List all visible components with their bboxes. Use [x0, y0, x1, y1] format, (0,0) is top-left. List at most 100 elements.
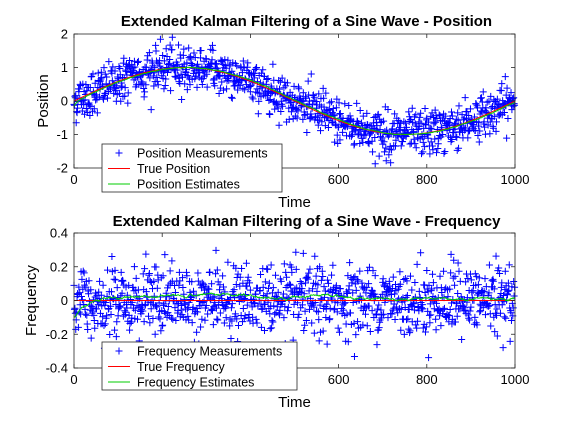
- measurement-point: [100, 321, 108, 329]
- measurement-point: [216, 309, 224, 317]
- measurement-point: [86, 83, 94, 91]
- measurement-point: [267, 261, 275, 269]
- measurement-point: [171, 304, 179, 312]
- measurement-point: [455, 102, 463, 110]
- measurement-point: [321, 122, 329, 130]
- measurement-point: [371, 133, 379, 141]
- measurement-point: [153, 77, 161, 85]
- measurement-point: [261, 326, 269, 334]
- measurement-point: [408, 104, 416, 112]
- measurement-point: [452, 115, 460, 123]
- measurement-point: [496, 270, 504, 278]
- measurement-point: [227, 334, 235, 342]
- measurement-point: [100, 64, 108, 72]
- measurement-point: [274, 288, 282, 296]
- measurement-point: [492, 127, 500, 135]
- measurement-point: [75, 283, 83, 291]
- measurement-point: [245, 310, 253, 318]
- measurement-point: [505, 286, 513, 294]
- measurement-point: [175, 268, 183, 276]
- measurement-point: [232, 281, 240, 289]
- measurement-point: [353, 99, 361, 107]
- measurement-point: [350, 274, 358, 282]
- measurement-point: [166, 41, 174, 49]
- measurement-point: [273, 101, 281, 109]
- legend-label: Frequency Measurements: [137, 345, 282, 359]
- measurement-point: [343, 310, 351, 318]
- measurement-point: [451, 281, 459, 289]
- measurement-point: [186, 81, 194, 89]
- measurement-point: [333, 131, 341, 139]
- measurement-point: [485, 289, 493, 297]
- measurement-point: [328, 271, 336, 279]
- measurement-point: [493, 305, 501, 313]
- measurement-point: [89, 304, 97, 312]
- measurement-point: [467, 276, 475, 284]
- measurement-point: [479, 88, 487, 96]
- measurement-point: [481, 123, 489, 131]
- measurement-point: [341, 100, 349, 108]
- measurement-point: [121, 92, 129, 100]
- measurement-point: [282, 268, 290, 276]
- measurement-point: [446, 285, 454, 293]
- measurement-point: [391, 110, 399, 118]
- measurement-point: [424, 307, 432, 315]
- measurement-point: [290, 300, 298, 308]
- measurement-point: [458, 336, 466, 344]
- measurement-point: [453, 312, 461, 320]
- measurement-point: [476, 127, 484, 135]
- measurement-point: [432, 326, 440, 334]
- measurement-point: [87, 334, 95, 342]
- measurement-point: [96, 93, 104, 101]
- measurement-point: [385, 151, 393, 159]
- x-tick-label: 0: [70, 172, 77, 187]
- measurement-point: [426, 150, 434, 158]
- measurement-point: [198, 315, 206, 323]
- measurement-point: [253, 63, 261, 71]
- measurement-point: [74, 104, 82, 112]
- measurement-point: [113, 284, 121, 292]
- measurement-point: [307, 110, 315, 118]
- measurement-point: [198, 279, 206, 287]
- measurement-point: [255, 97, 263, 105]
- measurement-point: [370, 113, 378, 121]
- measurement-point: [240, 295, 248, 303]
- measurement-point: [368, 286, 376, 294]
- measurement-point: [396, 268, 404, 276]
- measurement-point: [183, 272, 191, 280]
- measurement-point: [294, 107, 302, 115]
- measurement-point: [369, 148, 377, 156]
- measurement-point: [105, 58, 113, 66]
- measurement-point: [426, 319, 434, 327]
- measurement-point: [222, 314, 230, 322]
- measurement-point: [268, 324, 276, 332]
- measurement-point: [271, 310, 279, 318]
- measurement-point: [193, 308, 201, 316]
- measurement-point: [375, 152, 383, 160]
- measurement-point: [333, 308, 341, 316]
- measurement-point: [321, 287, 329, 295]
- measurement-point: [334, 324, 342, 332]
- measurement-point: [175, 41, 183, 49]
- measurement-point: [268, 317, 276, 325]
- measurement-point: [90, 316, 98, 324]
- measurement-point: [325, 106, 333, 114]
- measurement-point: [425, 311, 433, 319]
- measurement-point: [154, 81, 162, 89]
- measurement-point: [75, 85, 83, 93]
- measurement-point: [445, 311, 453, 319]
- measurement-point: [241, 86, 249, 94]
- measurement-point: [179, 51, 187, 59]
- measurement-point: [303, 128, 311, 136]
- measurement-point: [287, 281, 295, 289]
- measurement-point: [86, 111, 94, 119]
- measurement-point: [347, 132, 355, 140]
- measurement-point: [213, 315, 221, 323]
- measurement-point: [354, 318, 362, 326]
- measurement-point: [382, 157, 390, 165]
- measurement-point: [485, 97, 493, 105]
- measurement-point: [162, 45, 170, 53]
- measurement-point: [320, 283, 328, 291]
- measurement-point: [495, 264, 503, 272]
- measurement-point: [475, 138, 483, 146]
